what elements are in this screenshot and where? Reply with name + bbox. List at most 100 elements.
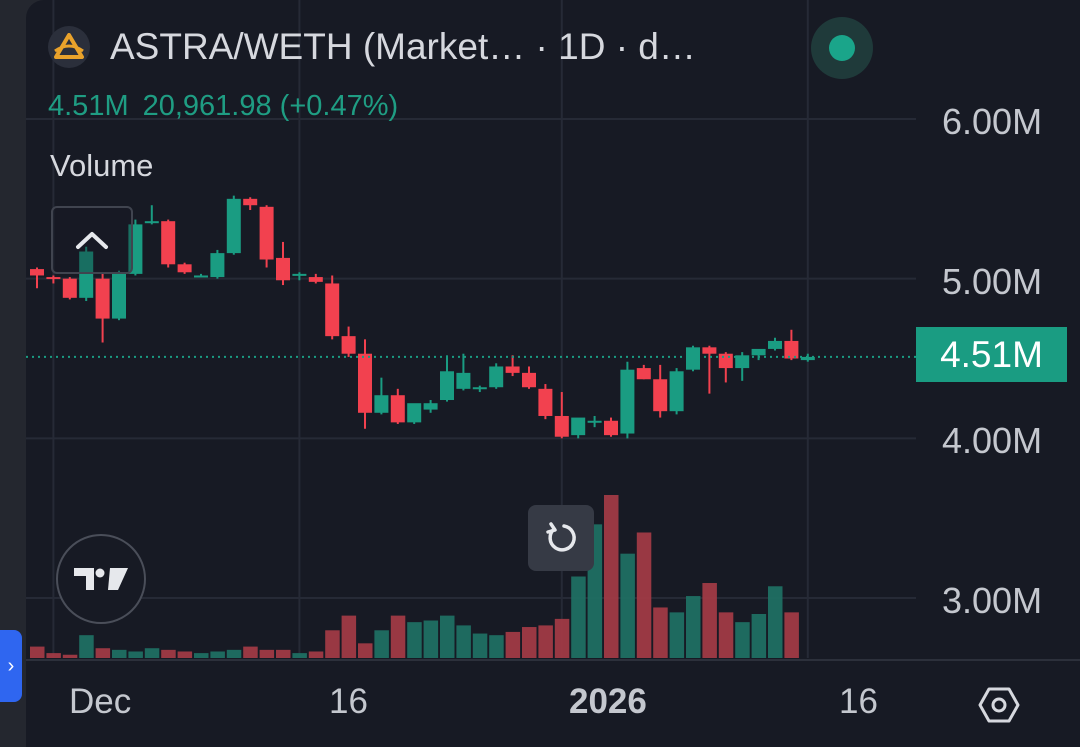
- volume-bar: [423, 620, 439, 658]
- volume-bar: [325, 630, 340, 658]
- y-tick-label: 3.00M: [942, 580, 1043, 621]
- candle-body: [161, 221, 176, 265]
- volume-bars: [30, 495, 799, 658]
- candle-body: [325, 283, 340, 337]
- candle-body: [587, 420, 602, 423]
- y-tick-label: 5.00M: [942, 261, 1043, 302]
- candle-body: [292, 273, 307, 276]
- last-value: 4.51M: [48, 90, 129, 122]
- volume-bar: [456, 625, 471, 658]
- volume-bar: [522, 627, 537, 658]
- candle-body: [374, 395, 389, 413]
- volume-bar: [620, 553, 635, 658]
- volume-bar: [554, 618, 570, 658]
- candle-body: [538, 388, 553, 416]
- candle-body: [489, 366, 504, 388]
- volume-bar: [374, 630, 389, 658]
- chevron-up-icon: [76, 232, 108, 249]
- candle-body: [423, 403, 438, 410]
- candle-body: [358, 353, 372, 413]
- chart-panel[interactable]: ASTRA/WETH (Market… · 1D · d… 4.51M 20,96…: [26, 0, 1080, 747]
- candle-body: [669, 371, 684, 412]
- candle-body: [341, 336, 356, 354]
- tradingview-logo-icon: [74, 568, 128, 590]
- candle-body: [440, 371, 454, 401]
- volume-bar: [46, 653, 61, 658]
- candle-body: [144, 221, 159, 224]
- candle-body: [735, 355, 750, 369]
- volume-bar: [308, 651, 324, 658]
- volume-bar: [194, 653, 209, 658]
- volume-bar: [440, 615, 455, 658]
- candle-body: [768, 340, 782, 349]
- candle-body: [522, 372, 536, 388]
- candle-body: [243, 198, 258, 206]
- volume-bar: [472, 633, 488, 658]
- candle-body: [636, 368, 651, 380]
- volume-bar: [702, 583, 717, 658]
- candle-body: [456, 372, 471, 389]
- candle-body: [177, 264, 192, 273]
- volume-bar: [276, 649, 291, 658]
- volume-indicator-label[interactable]: Volume: [50, 148, 154, 183]
- volume-bar: [259, 649, 275, 658]
- chevron-right-icon: ›: [7, 654, 15, 677]
- volume-bar: [177, 651, 193, 658]
- candles: [30, 195, 815, 439]
- volume-bar: [292, 653, 307, 658]
- volume-bar: [604, 495, 619, 658]
- candle-body: [79, 251, 94, 298]
- candle-body: [800, 356, 815, 361]
- candle-body: [308, 277, 323, 282]
- volume-bar: [112, 649, 127, 658]
- x-tick-label: Dec: [69, 682, 132, 721]
- volume-bar: [768, 586, 783, 658]
- candle-body: [30, 269, 44, 276]
- volume-bar: [653, 607, 668, 658]
- astra-logo-icon: [54, 33, 84, 59]
- last-price-tag: 4.51M: [916, 327, 1067, 382]
- candle-body: [276, 257, 290, 281]
- volume-bar: [751, 613, 767, 658]
- volume-bar: [210, 651, 225, 658]
- market-status-indicator[interactable]: [811, 17, 873, 79]
- candle-body: [620, 369, 635, 434]
- symbol-title[interactable]: ASTRA/WETH (Market… · 1D · d…: [110, 26, 696, 67]
- candlestick-chart[interactable]: [26, 0, 1080, 747]
- volume-bar: [735, 622, 750, 658]
- x-tick-label: 16: [839, 682, 878, 721]
- candle-body: [686, 347, 700, 370]
- x-tick-label: 16: [329, 682, 368, 721]
- volume-bar: [505, 631, 521, 658]
- y-tick-label: 4.00M: [942, 420, 1043, 461]
- volume-bar: [144, 648, 160, 658]
- volume-bar: [571, 576, 586, 658]
- candle-body: [46, 277, 61, 280]
- volume-bar: [390, 615, 406, 658]
- candle-body: [95, 278, 110, 319]
- volume-bar: [538, 625, 553, 658]
- settings-icon: [978, 687, 1020, 723]
- chart-settings-button[interactable]: [976, 684, 1022, 726]
- tradingview-logo-button[interactable]: [56, 534, 146, 624]
- collapse-legend-button[interactable]: [51, 206, 133, 274]
- candle-body: [751, 348, 766, 356]
- price-summary: 4.51M 20,961.98 (+0.47%): [48, 90, 398, 123]
- volume-bar: [489, 635, 504, 658]
- volume-bar: [669, 612, 685, 658]
- candle-body: [112, 273, 126, 319]
- volume-bar: [718, 612, 734, 658]
- candle-body: [472, 387, 487, 390]
- y-tick-label: 6.00M: [942, 101, 1043, 142]
- volume-bar: [30, 646, 45, 658]
- token-logo[interactable]: [48, 26, 90, 68]
- volume-bar: [341, 615, 357, 658]
- side-panel-toggle[interactable]: ›: [0, 630, 22, 702]
- volume-bar: [784, 612, 799, 658]
- candle-body: [210, 253, 225, 278]
- candle-body: [702, 347, 717, 354]
- x-tick-label: 2026: [569, 682, 647, 721]
- volume-bar: [62, 654, 78, 658]
- volume-bar: [79, 635, 94, 658]
- reset-chart-button[interactable]: [528, 505, 594, 571]
